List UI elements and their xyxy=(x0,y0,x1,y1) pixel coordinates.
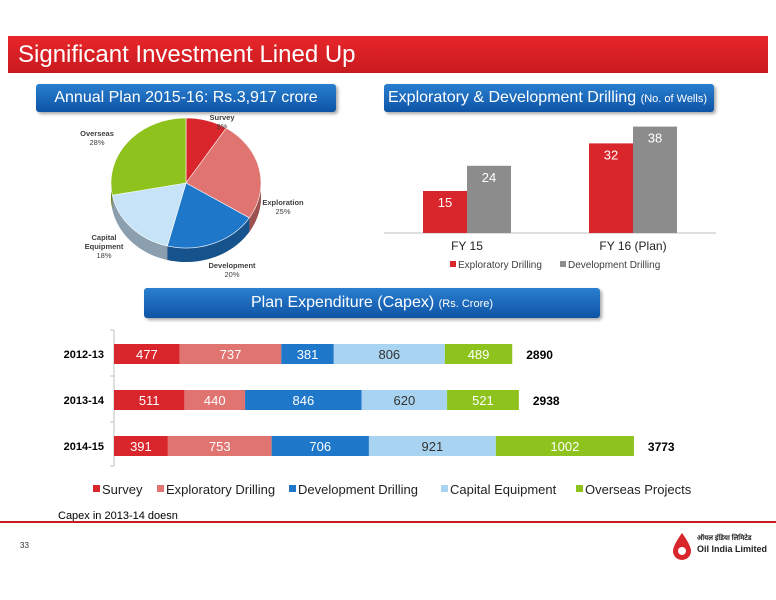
capex-category-label: 2013-14 xyxy=(64,395,105,407)
capex-bar-survey-2012-13 xyxy=(114,344,180,364)
capex-bar-capital-equipment-2012-13 xyxy=(333,344,445,364)
pie-slice-exploration xyxy=(185,127,262,219)
drilling-bar-development-drilling-fy-15 xyxy=(467,165,511,233)
capex-legend-capital-equipment: Capital Equipment xyxy=(450,482,557,497)
drilling-bar-exploratory-drilling-fy-15 xyxy=(423,191,467,233)
capex-bar-development-drilling-2013-14 xyxy=(245,390,362,410)
capex-data-label: 381 xyxy=(297,347,319,362)
capex-data-label: 521 xyxy=(472,393,494,408)
capex-bar-capital-equipment-2014-15 xyxy=(368,436,496,456)
capex-data-label: 511 xyxy=(139,393,160,408)
capex-data-label: 737 xyxy=(220,347,242,362)
pie-banner: Annual Plan 2015-16: Rs.3,917 crore xyxy=(36,84,336,112)
capex-legend-exploratory-drilling: Exploratory Drilling xyxy=(166,482,275,497)
drilling-data-label: 32 xyxy=(604,147,618,162)
capex-data-label: 846 xyxy=(292,393,314,408)
capex-bar-overseas-projects-2014-15 xyxy=(495,436,634,456)
capex-data-label: 489 xyxy=(468,347,490,362)
pie-banner-text: Annual Plan 2015-16: Rs.3,917 crore xyxy=(54,89,318,106)
drilling-banner: Exploratory & Development Drilling (No. … xyxy=(384,84,714,112)
logo-hindi-text: ऑयल इंडिया लिमिटेड xyxy=(697,535,752,542)
capex-legend-swatch-overseas-projects xyxy=(576,485,583,492)
capex-data-label: 620 xyxy=(393,393,415,408)
capex-legend-swatch-capital-equipment xyxy=(441,485,448,492)
pie-label-development: Development xyxy=(208,261,256,270)
pie-slice-side-capital-equipment xyxy=(112,195,168,260)
pie-value-development: 20% xyxy=(224,270,239,279)
drilling-legend-swatch-exploratory-drilling xyxy=(450,261,456,267)
capex-banner: Plan Expenditure (Capex) (Rs. Crore) xyxy=(144,288,600,318)
drilling-legend-exploratory-drilling: Exploratory Drilling xyxy=(458,260,542,271)
pie-value-exploration: 25% xyxy=(275,207,290,216)
pie-label-exploration: Exploration xyxy=(262,198,304,207)
capex-legend-survey: Survey xyxy=(102,482,143,497)
capex-bar-exploratory-drilling-2012-13 xyxy=(179,344,282,364)
capex-data-label: 440 xyxy=(204,393,226,408)
capex-banner-text: Plan Expenditure (Capex) xyxy=(250,294,435,311)
capex-bar-overseas-projects-2013-14 xyxy=(447,390,519,410)
company-logo: ऑयल इंडिया लिमिटेड Oil India Limited xyxy=(670,531,770,561)
capex-data-label: 1002 xyxy=(550,439,579,454)
pie-label-capital-equipment: Capital xyxy=(91,233,116,242)
capex-data-label: 753 xyxy=(209,439,231,454)
capex-total-label: 2938 xyxy=(533,394,560,408)
drilling-category-label: FY 16 (Plan) xyxy=(599,239,666,253)
capex-bar-capital-equipment-2013-14 xyxy=(361,390,448,410)
pie-slice-development xyxy=(166,182,250,249)
capex-legend-development-drilling: Development Drilling xyxy=(298,482,418,497)
title-bar: Significant Investment Lined Up xyxy=(8,36,768,73)
footnote: Capex in 2013-14 doesn xyxy=(58,510,178,522)
pie-value-capital-equipment: 18% xyxy=(96,251,111,260)
pie-slice-capital-equipment xyxy=(111,182,187,247)
capex-bar-development-drilling-2014-15 xyxy=(271,436,369,456)
drilling-legend-swatch-development-drilling xyxy=(560,261,566,267)
capex-legend-swatch-development-drilling xyxy=(289,485,296,492)
capex-data-label: 921 xyxy=(422,439,444,454)
capex-data-label: 391 xyxy=(130,439,152,454)
capex-legend-swatch-survey xyxy=(93,485,100,492)
drilling-bar-exploratory-drilling-fy-16-plan xyxy=(589,143,633,233)
capex-category-label: 2014-15 xyxy=(64,441,104,453)
capex-bar-development-drilling-2012-13 xyxy=(281,344,334,364)
capex-banner-unit: (Rs. Crore) xyxy=(438,298,494,310)
drilling-legend-development-drilling: Development Drilling xyxy=(568,260,660,271)
pie-slice-side-development xyxy=(167,217,250,262)
pie-value-overseas: 28% xyxy=(89,138,104,147)
capex-total-label: 3773 xyxy=(648,440,675,454)
drilling-data-label: 15 xyxy=(438,195,452,210)
slide-title: Significant Investment Lined Up xyxy=(18,41,356,68)
drilling-bar-development-drilling-fy-16-plan xyxy=(633,126,677,233)
drilling-category-label: FY 15 xyxy=(451,239,483,253)
oil-drop-icon xyxy=(673,533,691,560)
pie-label-survey: Survey xyxy=(209,113,235,122)
capex-category-label: 2012-13 xyxy=(64,349,104,361)
drilling-banner-unit: (No. of Wells) xyxy=(640,93,707,105)
pie-label-capital-equipment: Equipment xyxy=(85,242,124,251)
capex-legend-swatch-exploratory-drilling xyxy=(157,485,164,492)
page-number: 33 xyxy=(20,541,29,550)
logo-english-text: Oil India Limited xyxy=(697,544,768,554)
capex-data-label: 477 xyxy=(136,347,158,362)
pie-value-survey: 9% xyxy=(217,122,228,131)
capex-bar-overseas-projects-2012-13 xyxy=(444,344,513,364)
capex-data-label: 706 xyxy=(309,439,331,454)
capex-total-label: 2890 xyxy=(526,348,553,362)
capex-bar-survey-2014-15 xyxy=(114,436,168,456)
footer-rule xyxy=(0,521,776,523)
capex-legend-overseas-projects: Overseas Projects xyxy=(585,482,692,497)
drilling-data-label: 24 xyxy=(482,170,496,185)
drilling-banner-text: Exploratory & Development Drilling xyxy=(388,89,637,106)
capex-bar-exploratory-drilling-2014-15 xyxy=(167,436,272,456)
capex-bar-survey-2013-14 xyxy=(114,390,185,410)
capex-bar-exploratory-drilling-2013-14 xyxy=(184,390,246,410)
capex-data-label: 806 xyxy=(378,347,400,362)
pie-slice-overseas xyxy=(110,117,187,196)
drilling-data-label: 38 xyxy=(648,131,662,146)
pie-label-overseas: Overseas xyxy=(80,129,114,138)
